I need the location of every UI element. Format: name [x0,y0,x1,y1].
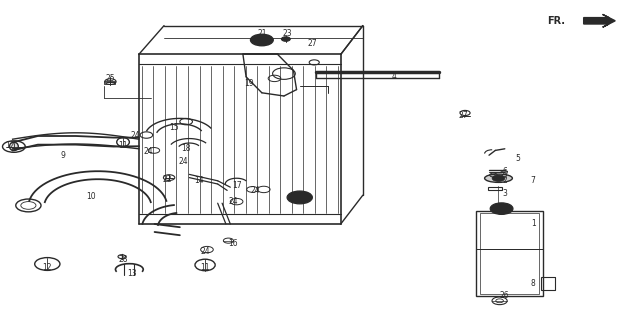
Text: 20: 20 [298,192,308,201]
Text: 24: 24 [178,157,188,166]
Text: 8: 8 [531,279,536,288]
Bar [480,213,539,294]
Text: 24: 24 [143,148,153,156]
Text: 27: 27 [500,172,510,180]
Text: 3: 3 [502,189,507,198]
Text: 5: 5 [515,154,520,163]
Text: 4: 4 [392,72,397,81]
Circle shape [490,203,513,214]
Text: 26: 26 [500,292,510,300]
Text: 24: 24 [200,247,210,256]
Text: 6: 6 [502,167,507,176]
Circle shape [251,34,273,46]
Text: 15: 15 [168,124,179,132]
Ellipse shape [485,174,512,182]
Text: 23: 23 [282,29,292,38]
Text: FR.: FR. [546,16,565,26]
Text: 7: 7 [531,176,536,185]
Bar [488,187,502,190]
Ellipse shape [9,142,18,151]
Text: 13: 13 [127,269,138,278]
Text: 11: 11 [118,141,128,150]
Text: 19: 19 [244,79,254,88]
Text: 21: 21 [257,29,267,38]
Text: 9: 9 [61,151,66,160]
Bar [476,211,543,296]
Text: 28: 28 [118,255,128,264]
Text: 17: 17 [232,181,242,190]
Text: 2: 2 [502,176,507,185]
Text: 16: 16 [228,239,239,248]
Text: 24: 24 [131,132,141,140]
Circle shape [256,37,268,43]
Text: 10: 10 [86,192,97,201]
Text: 14: 14 [194,176,204,185]
Text: 25: 25 [105,74,115,83]
Text: 24: 24 [251,186,261,195]
Bar [104,81,115,84]
Text: 11: 11 [200,263,210,272]
Text: 18: 18 [181,144,191,153]
Text: 12: 12 [42,263,52,272]
Circle shape [492,175,505,181]
Circle shape [281,37,290,41]
Polygon shape [584,14,615,27]
Text: 27: 27 [307,39,317,48]
Text: 27: 27 [459,111,469,120]
Text: 12: 12 [4,141,15,150]
Text: 24: 24 [228,197,239,206]
Bar [541,277,555,290]
Circle shape [287,191,312,204]
Text: 1: 1 [531,220,536,228]
Text: 22: 22 [162,175,172,184]
